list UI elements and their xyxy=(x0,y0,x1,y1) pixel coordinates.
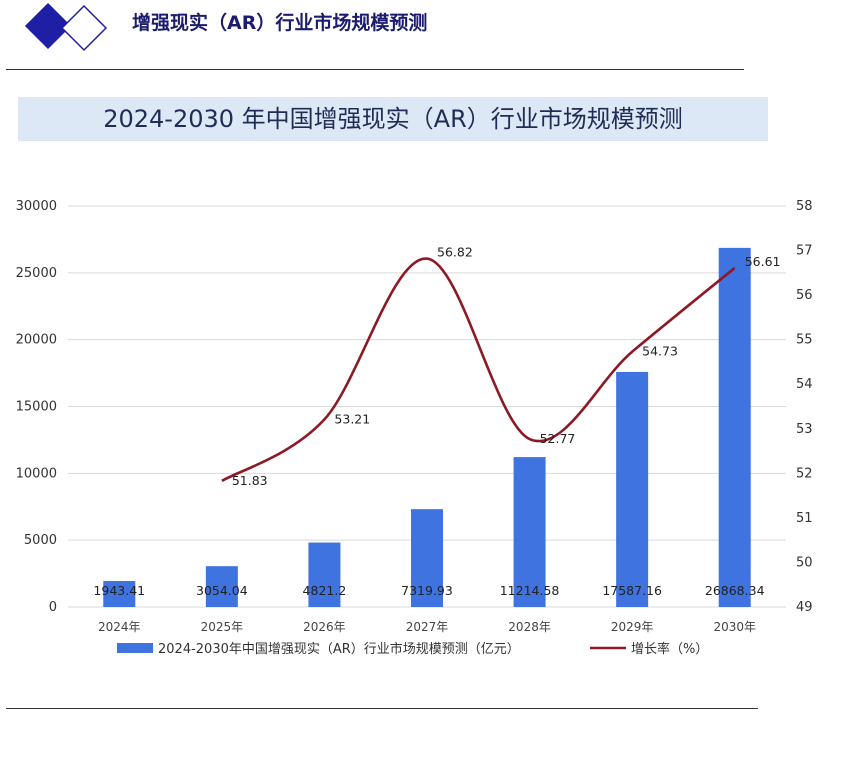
bar-value-label: 17587.16 xyxy=(602,583,662,598)
y-left-tick-label: 30000 xyxy=(16,199,57,214)
x-tick-label: 2025年 xyxy=(201,620,244,634)
y-right-tick-label: 51 xyxy=(796,511,813,526)
x-tick-label: 2029年 xyxy=(611,620,654,634)
bar xyxy=(103,581,136,607)
growth-rate-line xyxy=(221,257,736,483)
y-right-tick-label: 56 xyxy=(796,288,813,303)
x-tick-label: 2027年 xyxy=(406,620,449,634)
bar-value-label: 1943.41 xyxy=(93,583,145,598)
y-left-tick-label: 20000 xyxy=(16,333,57,348)
y-right-tick-label: 58 xyxy=(796,199,813,214)
bar xyxy=(718,247,751,607)
y-right-tick-label: 52 xyxy=(796,466,813,481)
x-tick-label: 2024年 xyxy=(98,620,141,634)
y-left-tick-label: 10000 xyxy=(16,466,57,481)
bar-value-label: 11214.58 xyxy=(500,583,560,598)
legend-bar-label: 2024-2030年中国增强现实（AR）行业市场规模预测（亿元） xyxy=(158,641,520,657)
y-right-tick-label: 57 xyxy=(796,244,813,259)
x-tick-label: 2026年 xyxy=(303,620,346,634)
bar xyxy=(513,457,546,607)
legend-line-label: 增长率（%） xyxy=(631,641,708,657)
growth-rate-label: 54.73 xyxy=(642,344,678,359)
bar xyxy=(411,509,443,607)
bar-value-label: 7319.93 xyxy=(401,583,453,598)
bar xyxy=(308,542,341,607)
y-left-tick-label: 5000 xyxy=(24,533,57,548)
y-right-tick-label: 49 xyxy=(796,600,813,615)
chart-title: 2024-2030 年中国增强现实（AR）行业市场规模预测 xyxy=(103,105,683,133)
bottom-divider xyxy=(6,708,758,709)
header-title: 增强现实（AR）行业市场规模预测 xyxy=(132,12,428,34)
bar-value-label: 4821.2 xyxy=(303,583,347,598)
bar-line-chart: 0 5000 10000 15000 20000 25000 30000 49 50 51 52 53… xyxy=(16,199,813,657)
y-right-tick-label: 50 xyxy=(796,555,813,570)
bar xyxy=(205,566,238,607)
y-left-tick-label: 15000 xyxy=(16,400,57,415)
y-right-tick-label: 55 xyxy=(796,333,813,348)
bar xyxy=(616,371,649,607)
growth-rate-label: 56.82 xyxy=(437,245,473,260)
growth-rate-label: 52.77 xyxy=(540,431,576,446)
bar-value-label: 26868.34 xyxy=(705,583,765,598)
y-left-tick-label: 25000 xyxy=(16,266,57,281)
y-left-tick-label: 0 xyxy=(49,600,57,615)
x-tick-label: 2030年 xyxy=(713,620,756,634)
growth-rate-label: 56.61 xyxy=(745,254,781,269)
legend-bar-swatch xyxy=(117,643,153,653)
bar-value-label: 3054.04 xyxy=(196,583,248,598)
title-banner: 2024-2030 年中国增强现实（AR）行业市场规模预测 xyxy=(18,97,768,141)
growth-rate-label: 53.21 xyxy=(334,411,370,426)
y-right-tick-label: 54 xyxy=(796,377,813,392)
x-tick-label: 2028年 xyxy=(508,620,551,634)
logo-diamonds-icon xyxy=(24,2,108,52)
growth-rate-label: 51.83 xyxy=(232,473,268,488)
y-right-tick-label: 53 xyxy=(796,422,813,437)
top-divider xyxy=(6,69,744,70)
